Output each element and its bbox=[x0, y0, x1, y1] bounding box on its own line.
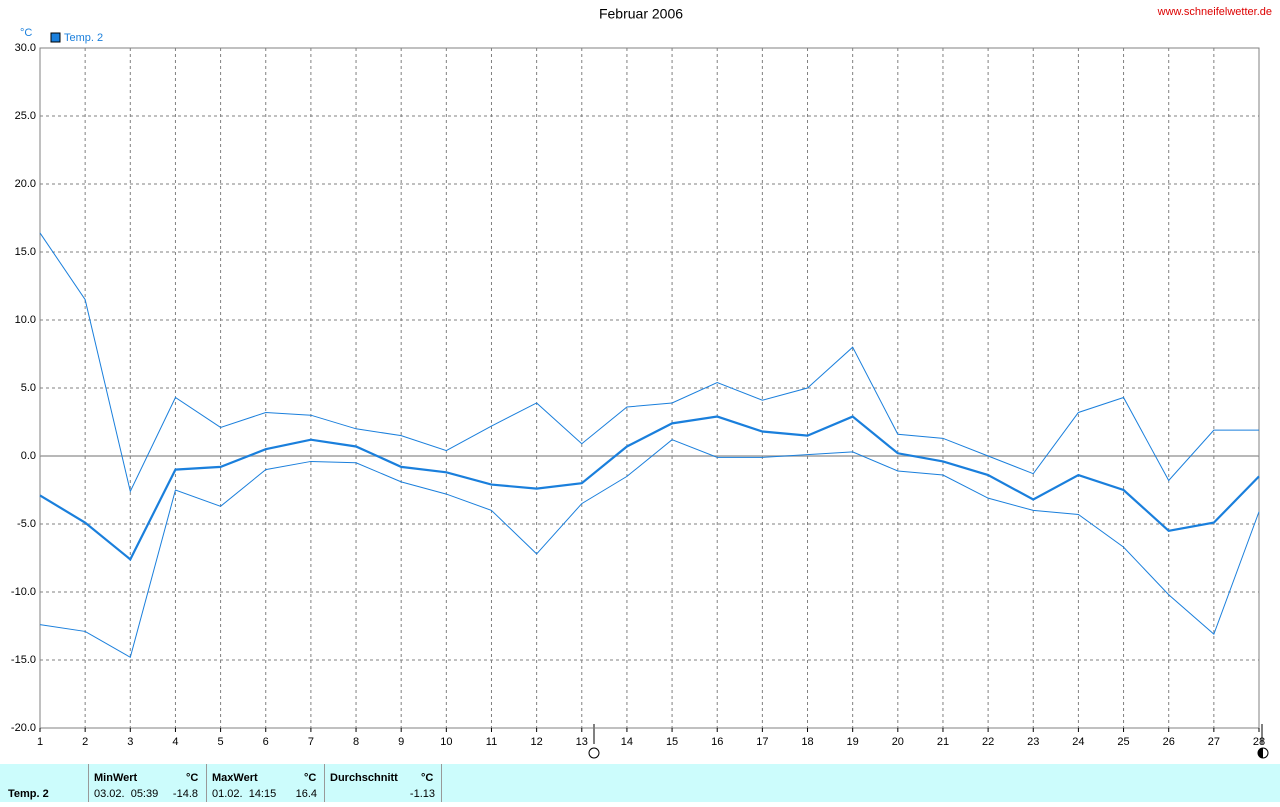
full-moon bbox=[588, 747, 600, 759]
y-tick-label: 10.0 bbox=[15, 314, 36, 326]
x-tick-label: 8 bbox=[353, 736, 359, 748]
x-tick-label: 24 bbox=[1072, 736, 1084, 748]
x-tick-label: 7 bbox=[308, 736, 314, 748]
x-tick-label: 5 bbox=[218, 736, 224, 748]
x-tick-label: 11 bbox=[486, 736, 497, 748]
max-label: MaxWert bbox=[212, 772, 258, 784]
x-tick-label: 9 bbox=[398, 736, 404, 748]
x-tick-label: 13 bbox=[576, 736, 588, 748]
y-tick-label: -5.0 bbox=[17, 518, 36, 530]
x-tick-label: 10 bbox=[440, 736, 452, 748]
y-tick-label: 5.0 bbox=[21, 382, 36, 394]
legend-label: Temp. 2 bbox=[64, 32, 103, 44]
min-unit: °C bbox=[186, 772, 199, 784]
y-tick-label: -10.0 bbox=[11, 586, 36, 598]
x-tick-label: 16 bbox=[711, 736, 723, 748]
x-tick-label: 6 bbox=[263, 736, 269, 748]
separator bbox=[324, 764, 325, 802]
stats-panel: Temp. 2 MinWert °C 03.02. 05:39 -14.8 Ma… bbox=[0, 764, 1280, 802]
legend-swatch bbox=[50, 32, 61, 43]
x-tick-label: 20 bbox=[892, 736, 904, 748]
avg-value: -1.13 bbox=[409, 788, 435, 800]
x-tick-label: 26 bbox=[1163, 736, 1175, 748]
plot-layer: -20.0 -15.0 -10.0 -5.0 0.0 5.0 10.0 15.0 20.0 25.… bbox=[11, 42, 1265, 748]
x-tick-label: 18 bbox=[801, 736, 813, 748]
new-moon-shade bbox=[1258, 748, 1263, 758]
y-tick-label: 15.0 bbox=[15, 246, 36, 258]
x-tick-label: 2 bbox=[82, 736, 88, 748]
min-label: MinWert bbox=[94, 772, 138, 784]
avg-label: Durchschnitt bbox=[330, 772, 398, 784]
stats-name: Temp. 2 bbox=[8, 788, 49, 800]
data-line bbox=[39, 439, 1260, 659]
y-tick-label: 30.0 bbox=[15, 42, 36, 54]
y-tick-label: -15.0 bbox=[11, 654, 36, 666]
x-tick-label: 12 bbox=[531, 736, 543, 748]
y-tick-label: -20.0 bbox=[11, 722, 36, 734]
source: www.schneifelwetter.de bbox=[1157, 6, 1272, 18]
x-tick-label: 14 bbox=[621, 736, 633, 748]
x-tick-label: 4 bbox=[172, 736, 178, 748]
separator bbox=[88, 764, 89, 802]
separator bbox=[441, 764, 442, 802]
y-tick-label: 0.0 bbox=[21, 450, 36, 462]
max-when: 01.02. 14:15 bbox=[212, 788, 277, 800]
min-when: 03.02. 05:39 bbox=[94, 788, 159, 800]
data-line bbox=[39, 415, 1260, 562]
max-unit: °C bbox=[304, 772, 317, 784]
x-tick-label: 23 bbox=[1027, 736, 1039, 748]
x-tick-label: 15 bbox=[666, 736, 678, 748]
avg-unit: °C bbox=[421, 772, 434, 784]
chart-title: Februar 2006 bbox=[599, 6, 683, 22]
x-tick-label: 21 bbox=[937, 736, 949, 748]
x-tick-label: 17 bbox=[756, 736, 768, 748]
separator bbox=[206, 764, 207, 802]
y-tick-label: 20.0 bbox=[15, 178, 36, 190]
x-tick-label: 25 bbox=[1117, 736, 1129, 748]
y-tick-label: 25.0 bbox=[15, 110, 36, 122]
max-value: 16.4 bbox=[295, 788, 317, 800]
x-tick-label: 27 bbox=[1208, 736, 1220, 748]
x-tick-label: 19 bbox=[847, 736, 859, 748]
x-tick-label: 22 bbox=[982, 736, 994, 748]
x-tick-label: 28 bbox=[1253, 736, 1265, 748]
x-tick-label: 1 bbox=[37, 736, 43, 748]
min-value: -14.8 bbox=[172, 788, 198, 800]
x-tick-label: 3 bbox=[127, 736, 133, 748]
y-axis-label: °C bbox=[20, 27, 32, 39]
data-line bbox=[39, 232, 1259, 493]
